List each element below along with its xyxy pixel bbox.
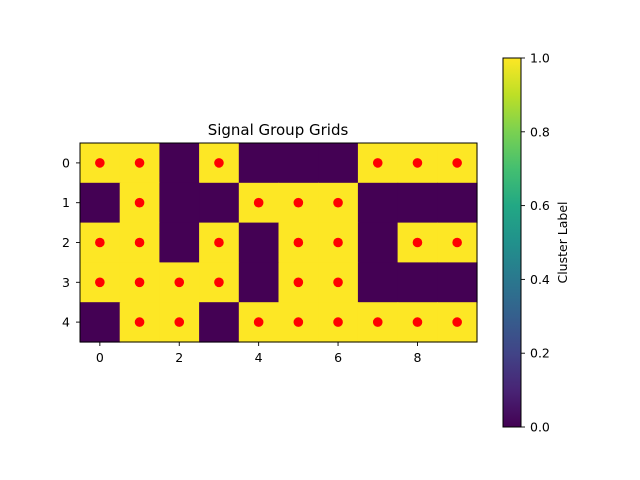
- colorbar-label: Cluster Label: [555, 201, 570, 283]
- marker-point: [253, 317, 264, 327]
- marker-point: [372, 317, 383, 327]
- colorbar-tick-label: 0.8: [530, 124, 550, 139]
- marker-point: [293, 277, 304, 288]
- colorbar-tick-label: 1.0: [530, 51, 550, 66]
- heatmap-cell: [357, 262, 399, 303]
- heatmap-cell: [80, 182, 121, 224]
- marker-points: [95, 158, 462, 327]
- heatmap-cell: [397, 262, 438, 303]
- colorbar-tick-label: 0.2: [530, 346, 550, 361]
- colorbar-tick-label: 0.0: [530, 420, 550, 435]
- marker-point: [214, 158, 224, 168]
- marker-point: [293, 237, 304, 248]
- marker-point: [214, 277, 224, 288]
- marker-point: [333, 237, 343, 248]
- marker-point: [412, 237, 423, 248]
- y-tick-label: 0: [62, 155, 70, 170]
- x-tick-label: 8: [413, 350, 421, 365]
- colorbar-tick-label: 0.4: [530, 272, 550, 287]
- heatmap-cell: [159, 222, 200, 263]
- x-axis-ticks: 0 2 4 6 8: [96, 342, 421, 365]
- marker-point: [134, 158, 145, 168]
- heatmap-cell: [159, 143, 200, 184]
- marker-point: [452, 317, 462, 327]
- marker-point: [95, 237, 105, 248]
- heatmap-cell: [238, 222, 280, 263]
- heatmap-cell: [397, 182, 438, 224]
- y-tick-label: 1: [62, 195, 70, 210]
- chart-title: Signal Group Grids: [208, 121, 349, 139]
- marker-point: [253, 197, 264, 208]
- y-axis-ticks: 0 1 2 3 4: [62, 155, 80, 330]
- marker-point: [333, 277, 343, 288]
- x-tick-label: 0: [96, 350, 104, 365]
- marker-point: [134, 277, 145, 288]
- heatmap-cell: [437, 262, 478, 303]
- x-tick-label: 4: [255, 350, 263, 365]
- x-tick-label: 6: [334, 350, 342, 365]
- marker-point: [174, 277, 185, 288]
- marker-point: [134, 237, 145, 248]
- marker-point: [412, 317, 423, 327]
- heatmap-cell: [199, 302, 240, 343]
- marker-point: [174, 317, 185, 327]
- marker-point: [333, 197, 343, 208]
- heatmap-cell: [278, 143, 319, 184]
- heatmap-cell: [199, 182, 240, 224]
- heatmap-cell: [318, 143, 359, 184]
- marker-point: [412, 158, 423, 168]
- marker-point: [452, 237, 462, 248]
- heatmap-cell: [357, 222, 399, 263]
- heatmap-cell: [159, 182, 200, 224]
- y-tick-label: 3: [62, 275, 70, 290]
- heatmap-cell: [238, 143, 280, 184]
- x-tick-label: 2: [175, 350, 183, 365]
- marker-point: [214, 237, 224, 248]
- heatmap-cell: [238, 262, 280, 303]
- marker-point: [333, 317, 343, 327]
- marker-point: [452, 158, 462, 168]
- heatmap-cell: [437, 182, 478, 224]
- colorbar-tick-label: 0.6: [530, 198, 550, 213]
- marker-point: [293, 317, 304, 327]
- marker-point: [95, 158, 105, 168]
- colorbar: [502, 57, 522, 428]
- colorbar-ticks: 0.0 0.2 0.4 0.6 0.8 1.0: [521, 51, 550, 435]
- marker-point: [95, 277, 105, 288]
- heatmap-cell: [357, 182, 399, 224]
- y-tick-label: 4: [62, 315, 70, 330]
- marker-point: [134, 197, 145, 208]
- marker-point: [134, 317, 145, 327]
- marker-point: [372, 158, 383, 168]
- y-tick-label: 2: [62, 235, 70, 250]
- marker-point: [293, 197, 304, 208]
- heatmap-cell: [80, 302, 121, 343]
